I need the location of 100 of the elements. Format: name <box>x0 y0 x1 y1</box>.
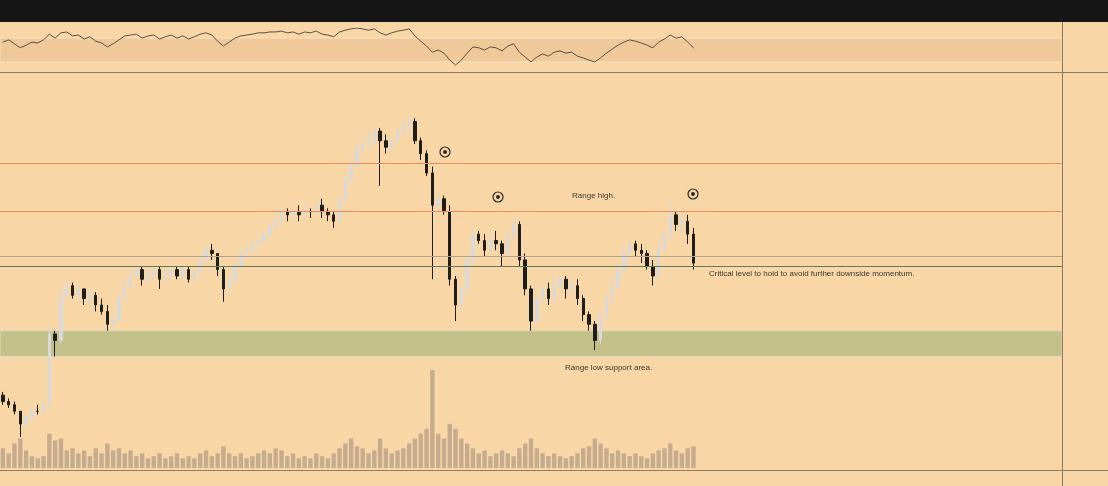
annotation: Range low support area. <box>565 362 653 372</box>
candlestick <box>489 233 492 254</box>
candlestick <box>605 294 608 322</box>
candlestick <box>88 288 92 306</box>
candlestick <box>48 323 51 409</box>
candlestick <box>326 207 330 222</box>
candlestick <box>570 278 573 296</box>
candlestick <box>94 291 97 312</box>
bar <box>644 458 650 468</box>
candlestick <box>680 214 684 235</box>
candlestick <box>669 198 672 242</box>
candlestick <box>228 275 231 296</box>
candlestick <box>181 265 185 280</box>
bar <box>232 456 238 468</box>
candlestick <box>193 269 196 283</box>
bar <box>261 450 267 468</box>
candlestick <box>378 127 382 187</box>
candlestick <box>407 114 411 132</box>
candlestick <box>262 230 266 245</box>
candlestick <box>199 252 202 277</box>
candlestick <box>123 278 126 303</box>
candlestick <box>518 220 521 267</box>
bar <box>203 450 209 468</box>
bar <box>557 456 563 468</box>
bar <box>116 448 122 468</box>
candlestick <box>442 195 446 216</box>
candlestick <box>146 269 150 287</box>
bar <box>673 450 679 468</box>
candlestick <box>59 285 63 345</box>
bar <box>499 450 505 468</box>
candlestick <box>7 397 10 409</box>
candlestick <box>645 249 649 271</box>
candlestick <box>419 137 422 161</box>
candlestick <box>512 217 515 242</box>
bar <box>290 453 296 468</box>
annotation: Critical level to hold to avoid further downside momentum. <box>709 268 915 278</box>
candlestick <box>152 265 155 280</box>
bar <box>29 456 35 468</box>
candlestick <box>140 265 144 287</box>
bar <box>615 450 621 468</box>
candlestick <box>674 211 678 232</box>
candlestick <box>465 252 469 296</box>
candlestick <box>239 249 243 271</box>
candlestick <box>483 233 486 258</box>
candlestick <box>77 281 80 300</box>
bar <box>377 438 383 468</box>
candlestick <box>233 259 237 283</box>
candlestick <box>634 240 637 258</box>
candlestick <box>169 262 173 280</box>
candlestick <box>576 278 579 306</box>
candlestick <box>500 240 504 267</box>
bar <box>354 446 360 468</box>
annotation: Range high. <box>572 190 616 200</box>
candlestick <box>19 410 22 438</box>
candlestick <box>413 117 417 145</box>
bar <box>441 438 447 468</box>
bar <box>348 438 354 468</box>
bar <box>470 448 476 468</box>
candlestick <box>30 404 34 422</box>
candlestick <box>338 195 341 225</box>
candlestick <box>1 391 5 406</box>
candlestick <box>390 137 393 151</box>
candlestick <box>384 133 388 155</box>
candlestick <box>558 275 562 290</box>
candlestick <box>425 149 428 177</box>
candlestick <box>454 275 457 322</box>
candlestick <box>599 310 602 345</box>
candlestick <box>135 262 138 280</box>
candlestick <box>477 230 480 245</box>
candlestick <box>291 204 295 219</box>
candlestick <box>286 207 289 222</box>
candlestick <box>257 233 260 251</box>
candlestick <box>529 285 533 332</box>
candlestick <box>106 304 109 332</box>
candlestick <box>651 259 655 287</box>
candlestick <box>164 269 167 283</box>
candlestick <box>117 294 121 322</box>
candlestick <box>245 243 248 261</box>
candlestick <box>71 281 74 300</box>
candlestick <box>373 124 376 145</box>
candlestick <box>692 227 695 271</box>
candlestick <box>129 269 132 290</box>
candlestick <box>210 243 214 261</box>
candlestick <box>547 281 550 306</box>
bar <box>174 453 180 468</box>
candlestick <box>523 252 527 296</box>
candlestick <box>100 298 103 316</box>
bar <box>23 450 29 468</box>
candlestick <box>396 124 399 145</box>
candlestick <box>657 243 660 280</box>
bar <box>586 446 592 468</box>
candlestick <box>535 294 539 325</box>
candlestick <box>541 285 544 306</box>
candlestick <box>216 252 219 277</box>
candlestick <box>506 230 509 258</box>
candlestick <box>460 285 463 312</box>
candlestick <box>361 133 364 155</box>
candlestick <box>686 214 689 245</box>
candlestick <box>448 204 451 287</box>
candlestick <box>622 246 626 277</box>
